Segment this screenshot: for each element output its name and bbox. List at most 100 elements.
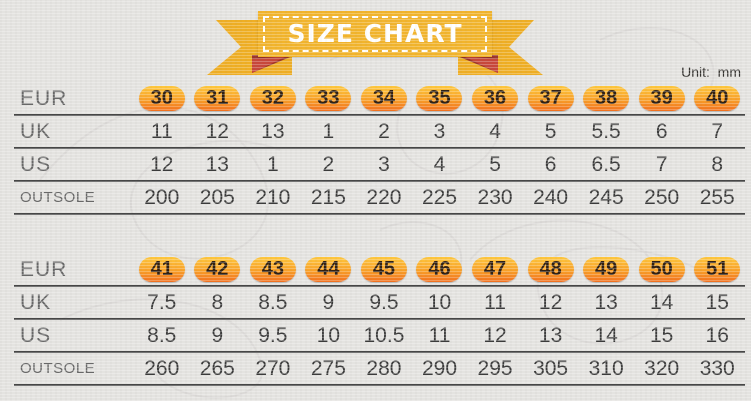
table-row-outsole: OUTSOLE 260 265 270 275 280 290 295 305 310 320 330	[14, 353, 745, 386]
size-badge: 34	[360, 86, 407, 111]
table-row-eur: EUR 41 42 43 44 45 46 47 48 49 50 51	[14, 254, 745, 287]
size-badge-cell: 36	[467, 86, 523, 111]
size-badge-cell: 46	[412, 257, 468, 282]
value-cell: 5	[544, 119, 557, 143]
value-cell: 6.5	[591, 152, 621, 176]
row-label: EUR	[20, 86, 68, 110]
value-cell: 13	[594, 290, 618, 314]
size-badge-cell: 30	[134, 86, 190, 111]
value-cell: 1	[267, 152, 279, 176]
value-cell: 2	[322, 152, 335, 176]
value-cell: 12	[150, 152, 174, 176]
value-cell: 13	[205, 152, 229, 176]
size-badge-cell: 51	[689, 257, 745, 282]
value-cell: 220	[366, 185, 402, 209]
value-cell: 13	[538, 323, 563, 347]
value-cell: 7.5	[147, 290, 177, 314]
size-badge-cell: 41	[134, 257, 190, 282]
value-cell: 5	[489, 152, 501, 176]
value-cell: 6	[655, 119, 668, 143]
value-cell: 275	[310, 356, 346, 380]
ribbon-fold-left-bright	[252, 56, 287, 73]
value-cell: 215	[310, 185, 346, 209]
value-cell: 12	[205, 119, 229, 143]
value-cell: 3	[433, 119, 446, 143]
size-badge-cell: 35	[412, 86, 468, 111]
size-badge-cell: 45	[356, 257, 412, 282]
size-badge: 47	[472, 257, 519, 282]
size-badge: 50	[638, 257, 685, 282]
size-badge-cell: 37	[523, 86, 579, 111]
table-row-us: US 12 13 1 2 3 4 5 6 6.5 7 8	[14, 149, 745, 182]
value-cell: 16	[705, 323, 729, 347]
size-badge: 45	[360, 257, 407, 282]
value-cell: 10.5	[363, 323, 405, 347]
size-badge-cell: 40	[689, 86, 745, 111]
size-badge: 30	[138, 86, 185, 111]
value-cell: 8	[211, 290, 224, 314]
value-cell: 9.5	[258, 323, 288, 347]
table-row-uk: UK 11 12 13 1 2 3 4 5 5.5 6 7	[14, 116, 745, 149]
value-cell: 2	[378, 119, 390, 143]
size-table-2: EUR 41 42 43 44 45 46 47 48 49 50 51 UK 7.5 8 8.5 9 9.5 10…	[14, 254, 745, 386]
value-cell: 320	[644, 356, 680, 380]
value-cell: 240	[533, 185, 569, 209]
size-badge: 42	[194, 257, 241, 282]
value-cell: 6	[544, 152, 557, 176]
value-cell: 270	[255, 356, 291, 380]
value-cell: 255	[699, 185, 735, 209]
size-badge: 39	[638, 86, 685, 111]
size-badge-cell: 47	[467, 257, 523, 282]
size-badge: 35	[416, 86, 463, 111]
value-cell: 14	[650, 290, 674, 314]
value-cell: 290	[421, 356, 458, 380]
value-cell: 200	[144, 185, 180, 209]
value-cell: 8	[711, 152, 724, 176]
size-badge-cell: 49	[578, 257, 634, 282]
size-badge-cell: 34	[356, 86, 412, 111]
value-cell: 12	[538, 290, 563, 314]
row-label: OUTSOLE	[20, 189, 96, 206]
row-label: US	[20, 152, 52, 176]
size-badge-cell: 42	[190, 257, 246, 282]
row-label: UK	[20, 119, 52, 143]
table-row-eur: EUR 30 31 32 33 34 35 36 37 38 39 40	[14, 83, 745, 116]
value-cell: 15	[705, 290, 729, 314]
size-badge-cell: 31	[190, 86, 246, 111]
size-badge: 44	[305, 257, 352, 282]
row-label: OUTSOLE	[20, 360, 96, 377]
size-badge: 48	[527, 257, 574, 282]
banner-plate: SIZE CHART	[258, 11, 492, 57]
size-badge: 40	[694, 86, 741, 111]
value-cell: 14	[594, 323, 618, 347]
size-chart-banner: SIZE CHART	[207, 8, 543, 80]
size-badge: 43	[249, 257, 296, 282]
size-badge: 36	[472, 86, 519, 111]
size-badge-cell: 32	[245, 86, 301, 111]
value-cell: 9.5	[369, 290, 399, 314]
value-cell: 205	[199, 185, 235, 209]
value-cell: 10	[427, 290, 452, 314]
size-badge: 49	[583, 257, 630, 282]
size-badge: 32	[249, 86, 296, 111]
table-row-uk: UK 7.5 8 8.5 9 9.5 10 11 12 13 14 15	[14, 287, 745, 320]
banner-title: SIZE CHART	[287, 18, 463, 48]
size-badge-cell: 39	[634, 86, 690, 111]
value-cell: 15	[650, 323, 674, 347]
size-badge: 51	[694, 257, 741, 282]
value-cell: 305	[533, 356, 569, 380]
value-cell: 280	[366, 356, 402, 380]
value-cell: 265	[199, 356, 235, 380]
value-cell: 5.5	[591, 119, 621, 143]
size-badge: 38	[583, 86, 630, 111]
value-cell: 9	[211, 323, 224, 347]
value-cell: 310	[588, 356, 624, 380]
size-badge-cell: 50	[634, 257, 690, 282]
value-cell: 9	[322, 290, 335, 314]
size-badge-cell: 38	[578, 86, 634, 111]
size-badge-cell: 33	[301, 86, 357, 111]
value-cell: 8.5	[258, 290, 288, 314]
ribbon-fold-right-bright	[463, 56, 498, 73]
value-cell: 11	[484, 290, 506, 314]
